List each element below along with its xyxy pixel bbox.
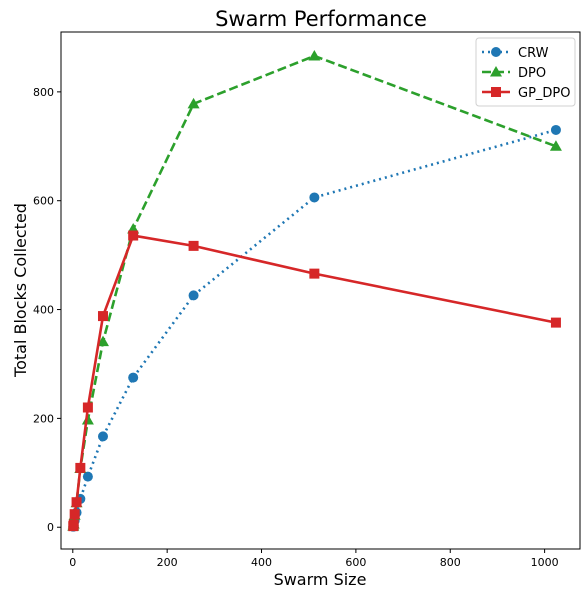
- x-axis: 0 200 400 600 800 1000: [69, 549, 559, 569]
- data-point-crw: [188, 290, 199, 301]
- legend-label: GP_DPO: [518, 86, 571, 101]
- data-point-dpo: [96, 335, 109, 347]
- data-point-crw: [97, 431, 108, 442]
- data-point-gp-dpo: [82, 402, 93, 413]
- x-tick-label: 1000: [531, 556, 559, 569]
- data-point-dpo: [308, 49, 321, 61]
- data-point-dpo: [187, 97, 200, 109]
- y-tick-label: 800: [33, 86, 54, 99]
- y-tick-label: 400: [33, 304, 54, 317]
- legend-label: CRW: [518, 46, 549, 61]
- data-point-gp-dpo: [71, 497, 82, 508]
- data-point-gp-dpo: [550, 317, 561, 328]
- series-line-gp-dpo: [72, 234, 557, 527]
- y-axis-title: Total Blocks Collected: [11, 203, 30, 378]
- x-tick-label: 400: [251, 556, 272, 569]
- y-tick-label: 600: [33, 195, 54, 208]
- y-tick-label: 0: [47, 521, 54, 534]
- legend-item-crw: CRW: [482, 46, 549, 61]
- y-tick-label: 200: [33, 412, 54, 425]
- legend-label: DPO: [518, 66, 546, 81]
- chart-title: Swarm Performance: [215, 7, 427, 31]
- x-tick-label: 600: [345, 556, 366, 569]
- data-point-gp-dpo: [75, 462, 86, 473]
- legend-marker: [491, 87, 501, 97]
- series-gp-dpo: [68, 230, 561, 532]
- x-tick-label: 200: [157, 556, 178, 569]
- y-axis: 0 200 400 600 800: [33, 86, 61, 534]
- data-point-crw: [128, 372, 139, 383]
- legend-marker: [490, 66, 502, 77]
- data-point-crw: [550, 124, 561, 135]
- data-point-gp-dpo: [188, 240, 199, 251]
- series-line-dpo: [71, 54, 557, 527]
- legend-marker: [491, 47, 501, 57]
- data-point-gp-dpo: [97, 311, 108, 322]
- series-crw: [68, 124, 561, 532]
- data-point-gp-dpo: [69, 509, 80, 520]
- series-line-crw: [72, 128, 557, 528]
- legend: CRW DPO GP_DPO: [475, 37, 576, 107]
- data-point-gp-dpo: [128, 230, 139, 241]
- series-layer: [67, 49, 562, 532]
- data-point-crw: [309, 192, 320, 203]
- data-point-gp-dpo: [68, 519, 79, 530]
- series-dpo: [67, 49, 562, 531]
- legend-item-gp-dpo: GP_DPO: [482, 86, 571, 101]
- data-point-crw: [82, 471, 93, 482]
- x-tick-label: 0: [69, 556, 76, 569]
- legend-item-dpo: DPO: [482, 66, 546, 81]
- x-tick-label: 800: [440, 556, 461, 569]
- data-point-dpo: [549, 140, 562, 151]
- plot-area: [60, 31, 581, 550]
- x-axis-title: Swarm Size: [274, 570, 367, 589]
- data-point-gp-dpo: [309, 268, 320, 279]
